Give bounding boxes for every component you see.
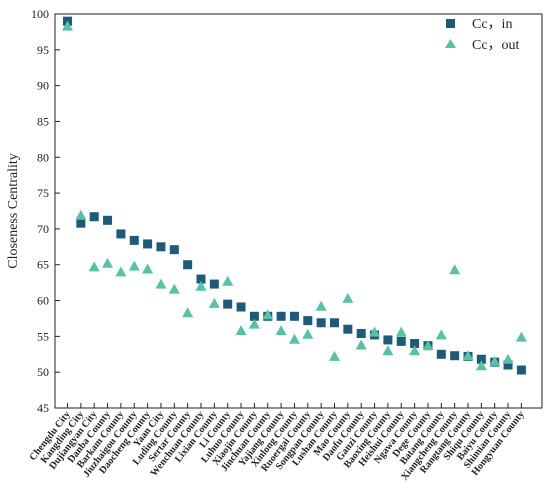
legend: Cc，in Cc，out — [445, 17, 520, 53]
point-out — [422, 340, 434, 351]
legend-marker-in — [446, 19, 455, 28]
point-out — [115, 266, 127, 277]
y-axis-title: Closeness Centrality — [6, 153, 21, 269]
y-tick-label: 55 — [37, 329, 49, 343]
point-out — [262, 309, 274, 320]
point-out — [62, 20, 73, 31]
point-out — [355, 339, 367, 350]
point-out — [475, 360, 487, 371]
point-in — [116, 229, 126, 239]
point-out — [395, 326, 407, 337]
point-out — [235, 325, 247, 336]
point-out — [369, 326, 381, 337]
point-out — [142, 263, 154, 274]
point-out — [195, 280, 207, 291]
point-in — [156, 242, 166, 252]
point-in — [143, 239, 153, 249]
plot-frame — [54, 13, 543, 409]
point-in — [196, 274, 206, 284]
legend-label-out: Cc，out — [472, 38, 520, 53]
point-in — [169, 245, 179, 255]
y-tick-label: 80 — [37, 150, 49, 164]
point-out — [102, 257, 114, 268]
point-out — [275, 325, 287, 336]
point-in — [330, 318, 339, 328]
point-in — [183, 260, 193, 270]
point-out — [435, 329, 447, 340]
point-in — [450, 351, 460, 361]
point-out — [342, 292, 354, 303]
point-out — [155, 278, 167, 289]
y-tick-label: 65 — [37, 258, 49, 272]
point-out — [409, 345, 421, 356]
point-out — [329, 350, 340, 361]
point-in — [516, 365, 526, 375]
point-out — [302, 328, 314, 339]
point-out — [248, 318, 260, 329]
legend-label-in: Cc，in — [472, 17, 512, 32]
series-out-points — [62, 20, 527, 371]
point-in — [503, 360, 513, 370]
point-in — [76, 218, 86, 228]
y-tick-label: 70 — [37, 222, 49, 236]
point-out — [449, 264, 461, 275]
point-in — [129, 235, 139, 245]
point-out — [382, 345, 394, 356]
point-out — [182, 307, 194, 318]
point-in — [276, 311, 286, 321]
point-in — [316, 318, 326, 328]
point-in — [383, 335, 393, 345]
point-out — [168, 283, 180, 294]
y-tick-label: 75 — [37, 186, 49, 200]
point-in — [249, 311, 259, 321]
point-in — [396, 336, 406, 346]
point-out — [502, 353, 514, 364]
point-in — [209, 279, 219, 289]
y-axis-ticks: 45 50 55 60 65 70 75 80 85 90 95 100 — [31, 7, 60, 415]
point-in — [89, 212, 99, 222]
point-in — [476, 354, 486, 364]
point-out — [462, 350, 474, 361]
point-in — [103, 215, 113, 225]
point-out — [315, 300, 327, 311]
y-tick-label: 100 — [31, 7, 49, 21]
point-out — [222, 275, 234, 286]
y-tick-label: 45 — [37, 401, 49, 415]
point-out — [208, 297, 220, 308]
point-in — [410, 339, 420, 349]
y-tick-label: 60 — [37, 294, 49, 308]
y-tick-label: 90 — [37, 79, 49, 93]
point-out — [75, 209, 87, 220]
point-in — [356, 328, 366, 338]
point-in — [436, 349, 446, 359]
point-out — [489, 355, 501, 366]
point-out — [128, 260, 140, 271]
point-in — [289, 311, 299, 321]
point-in — [303, 316, 313, 326]
point-in — [343, 324, 353, 334]
point-in — [236, 302, 246, 312]
y-tick-label: 95 — [37, 43, 49, 57]
y-tick-label: 50 — [37, 365, 49, 379]
point-out — [288, 333, 300, 344]
point-in — [223, 299, 233, 309]
legend-marker-out — [445, 39, 456, 48]
y-tick-label: 85 — [37, 114, 49, 128]
point-out — [515, 331, 527, 342]
point-out — [88, 261, 100, 272]
series-in-points — [63, 16, 526, 375]
